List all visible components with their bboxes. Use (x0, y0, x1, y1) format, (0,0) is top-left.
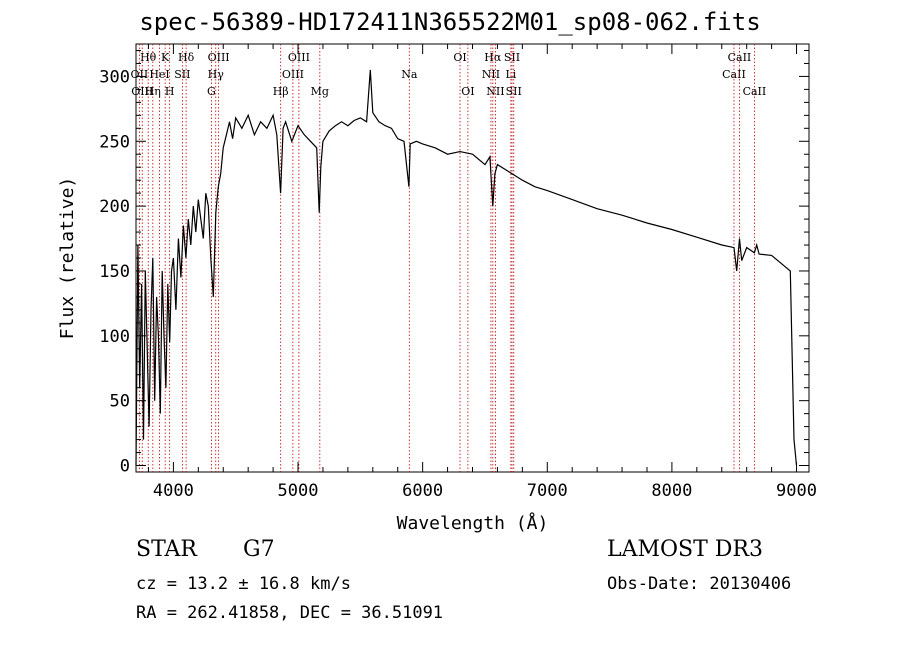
observation-date: Obs-Date: 20130406 (607, 574, 792, 594)
x-tick-label-5: 9000 (776, 481, 817, 501)
line-label-23: Li (505, 68, 516, 81)
line-label-24: SII (506, 85, 522, 98)
spectrum-line (135, 69, 798, 466)
line-label-21: NII (486, 85, 504, 98)
line-label-22: SII (504, 51, 520, 64)
line-label-6: SII (174, 68, 190, 81)
x-tick-label-4: 8000 (651, 481, 692, 501)
line-label-1: OII (131, 68, 149, 81)
line-label-20: NII (482, 68, 500, 81)
line-label-13: OIII (288, 51, 310, 64)
line-label-26: CaII (728, 51, 752, 64)
y-tick-label-1: 50 (110, 392, 130, 412)
x-axis-label: Wavelength (Å) (397, 512, 549, 534)
line-label-0: Hθ (140, 51, 157, 64)
line-label-18: OI (461, 85, 474, 98)
line-label-25: CaII (722, 68, 746, 81)
line-label-2: OIII (131, 85, 153, 98)
line-label-7: H (165, 85, 175, 98)
y-tick-label-4: 200 (99, 197, 130, 217)
y-tick-label-5: 250 (99, 132, 130, 152)
y-tick-label-3: 150 (99, 262, 130, 282)
line-label-14: OIII (282, 68, 304, 81)
x-tick-label-2: 6000 (402, 481, 443, 501)
line-label-11: G (207, 85, 216, 98)
y-axis-label: Flux (relative) (57, 177, 78, 340)
line-label-5: Hη (145, 85, 161, 98)
line-label-27: CaII (743, 85, 767, 98)
line-label-12: Hβ (273, 85, 289, 98)
x-tick-label-1: 5000 (278, 481, 319, 501)
line-label-9: OIII (208, 51, 230, 64)
object-class: STAR (136, 537, 197, 562)
spectral-subclass: G7 (243, 537, 275, 562)
survey-name: LAMOST DR3 (607, 537, 763, 562)
coordinates: RA = 262.41858, DEC = 36.51091 (136, 603, 444, 623)
line-label-15: Mg (311, 85, 329, 98)
x-tick-label-3: 7000 (527, 481, 568, 501)
chart-title: spec-56389-HD172411N365522M01_sp08-062.f… (139, 8, 761, 36)
y-tick-label-2: 100 (99, 327, 130, 347)
line-label-8: Hδ (178, 51, 195, 64)
x-tick-label-0: 4000 (153, 481, 194, 501)
redshift-velocity: cz = 13.2 ± 16.8 km/s (136, 574, 351, 594)
line-label-3: K (161, 51, 170, 64)
line-label-17: OI (453, 51, 466, 64)
y-tick-label-6: 300 (99, 67, 130, 87)
line-label-16: Na (401, 68, 418, 81)
line-label-4: HeI (149, 68, 169, 81)
line-label-10: Hγ (208, 68, 225, 81)
plot-frame (135, 43, 810, 473)
y-tick-label-0: 0 (120, 457, 130, 477)
line-label-19: Hα (484, 51, 502, 64)
